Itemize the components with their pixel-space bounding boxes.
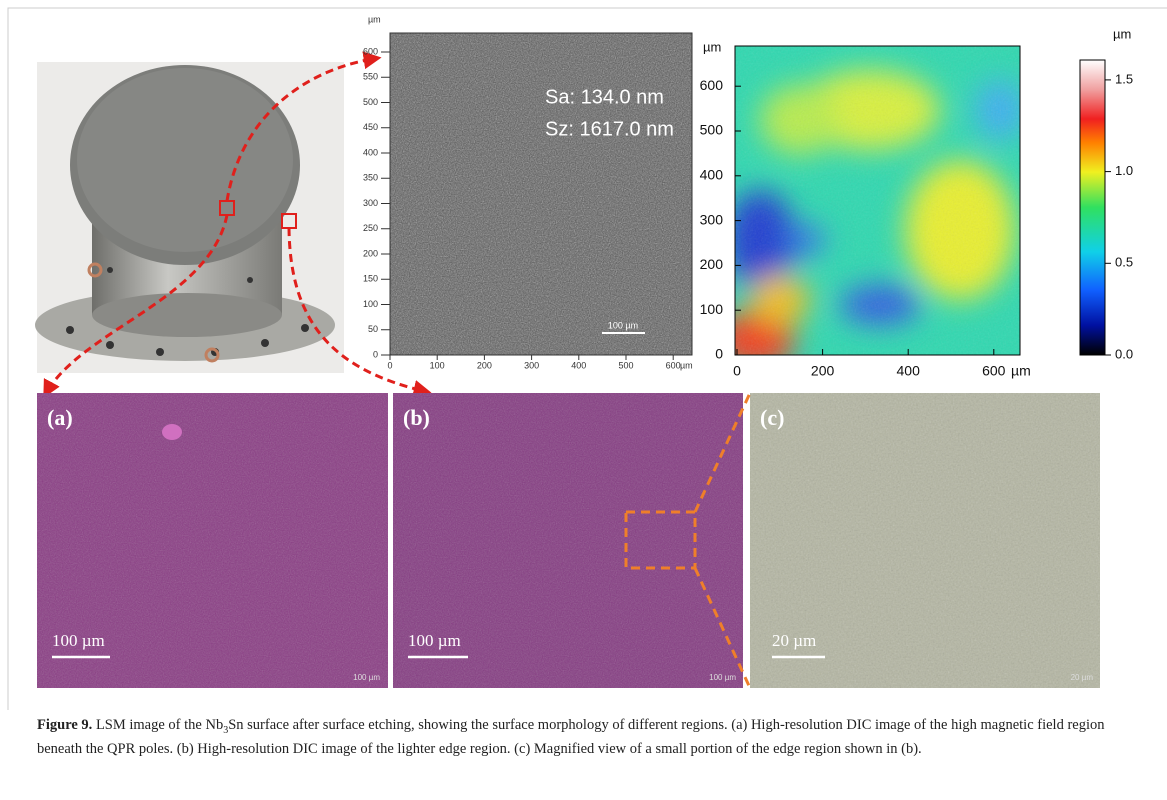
y-tick-label: 250	[363, 223, 378, 233]
y-tick-label: 300	[700, 211, 724, 227]
sample-photo	[35, 62, 344, 373]
colorbar-tick-label: 0.0	[1115, 346, 1133, 361]
y-tick-label: 0	[373, 349, 378, 359]
sem-image	[390, 33, 692, 355]
colorbar-unit: µm	[1113, 26, 1131, 41]
x-tick-label: 400	[897, 363, 921, 379]
corner-scale: 20 µm	[1071, 673, 1094, 682]
figure: 0 50 100 150 200 250 300 350 400 450 500 550 600 0 100…	[0, 0, 1167, 710]
x-tick-label: 600	[982, 363, 1006, 379]
y-tick-label: 300	[363, 198, 378, 208]
x-tick-label: 500	[618, 360, 633, 370]
axis-unit: µm	[680, 360, 693, 370]
colorbar-tick-label: 1.5	[1115, 71, 1133, 86]
page: 0 50 100 150 200 250 300 350 400 450 500 550 600 0 100…	[0, 0, 1167, 800]
axis-unit: µm	[1011, 363, 1031, 379]
x-tick-label: 0	[387, 360, 392, 370]
panel-label: (c)	[760, 405, 784, 430]
panel-label: (b)	[403, 405, 430, 430]
y-tick-label: 350	[363, 173, 378, 183]
y-tick-label: 550	[363, 72, 378, 82]
x-tick-label: 0	[733, 363, 741, 379]
axis-unit: µm	[368, 14, 381, 24]
caption: Figure 9. LSM image of the Nb3Sn surface…	[37, 716, 1137, 759]
roughness-value: Sz: 1617.0 nm	[545, 118, 674, 140]
axis-unit: µm	[703, 39, 721, 54]
caption-label: Figure 9.	[37, 717, 92, 733]
y-tick-label: 50	[368, 324, 378, 334]
panel-label: (a)	[47, 405, 73, 430]
colorbar-tick-label: 1.0	[1115, 163, 1133, 178]
colorbar-tick-label: 0.5	[1115, 255, 1133, 270]
y-tick-label: 400	[363, 147, 378, 157]
x-tick-label: 100	[430, 360, 445, 370]
y-tick-label: 400	[700, 167, 724, 183]
height-map	[715, 46, 1025, 370]
x-tick-label: 300	[524, 360, 539, 370]
scale-bar-label: 20 µm	[772, 631, 816, 650]
y-tick-label: 0	[715, 346, 723, 362]
scale-bar-label: 100 µm	[52, 631, 105, 650]
x-tick-label: 600	[666, 360, 681, 370]
y-tick-label: 150	[363, 274, 378, 284]
roughness-value: Sa: 134.0 nm	[545, 86, 664, 108]
x-tick-label: 400	[571, 360, 586, 370]
scale-bar-label: 100 µm	[408, 631, 461, 650]
colorbar	[1080, 60, 1105, 355]
y-tick-label: 450	[363, 122, 378, 132]
caption-text: LSM image of the Nb	[96, 717, 223, 733]
x-tick-label: 200	[477, 360, 492, 370]
corner-scale: 100 µm	[353, 673, 380, 682]
y-tick-label: 600	[363, 46, 378, 56]
x-tick-label: 200	[811, 363, 835, 379]
y-tick-label: 500	[700, 122, 724, 138]
corner-scale: 100 µm	[709, 673, 736, 682]
y-tick-label: 200	[700, 256, 724, 272]
scale-bar-label: 100 µm	[608, 320, 638, 330]
y-tick-label: 100	[363, 299, 378, 309]
y-tick-label: 200	[363, 248, 378, 258]
y-tick-label: 100	[700, 301, 724, 317]
y-tick-label: 600	[700, 77, 724, 93]
y-tick-label: 500	[363, 97, 378, 107]
